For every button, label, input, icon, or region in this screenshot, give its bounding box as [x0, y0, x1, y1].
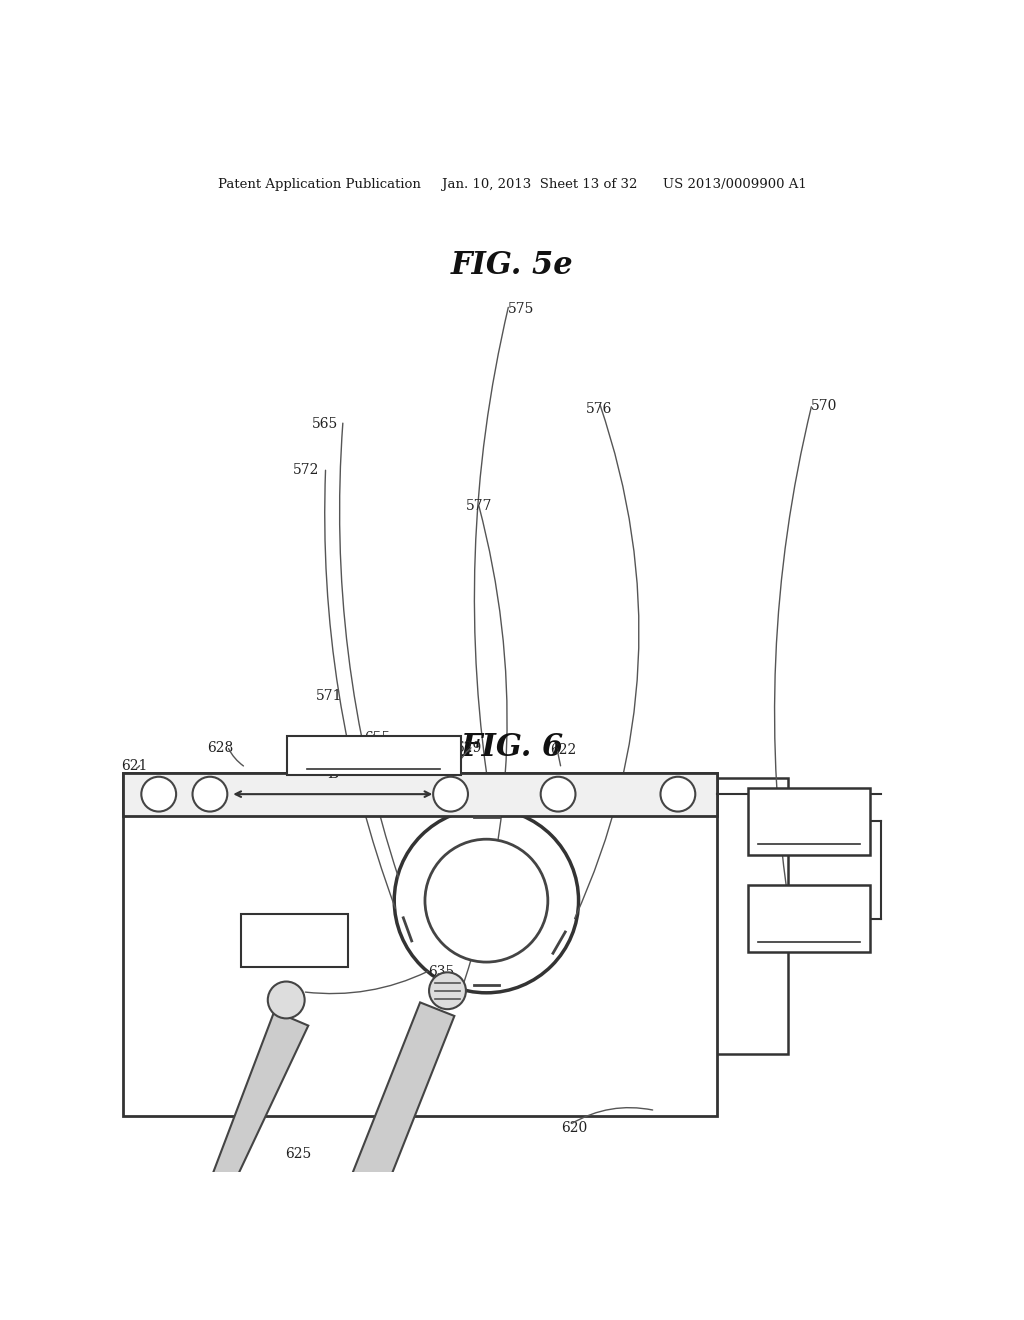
- Text: FIG. 6: FIG. 6: [461, 731, 563, 763]
- Text: 575: 575: [508, 302, 535, 315]
- Text: 577: 577: [466, 499, 493, 513]
- Text: 620: 620: [561, 1121, 588, 1135]
- Circle shape: [267, 982, 305, 1019]
- Text: FIG. 5e: FIG. 5e: [451, 251, 573, 281]
- Text: 645: 645: [794, 909, 824, 927]
- Text: 622: 622: [550, 743, 577, 758]
- Text: 628: 628: [207, 741, 233, 755]
- Text: 625: 625: [285, 1147, 311, 1160]
- Text: 629: 629: [455, 741, 481, 755]
- Text: 621: 621: [121, 759, 147, 774]
- Bar: [123, 772, 717, 816]
- Circle shape: [141, 776, 176, 812]
- Text: Patent Application Publication     Jan. 10, 2013  Sheet 13 of 32      US 2013/00: Patent Application Publication Jan. 10, …: [218, 178, 806, 191]
- Text: 565: 565: [312, 417, 339, 432]
- Circle shape: [433, 776, 468, 812]
- Bar: [123, 772, 717, 1115]
- Bar: [276, 777, 788, 1055]
- Bar: [241, 913, 348, 968]
- Text: 655: 655: [364, 731, 390, 744]
- Bar: [287, 735, 461, 775]
- Polygon shape: [338, 1002, 455, 1222]
- Circle shape: [541, 776, 575, 812]
- Bar: [748, 886, 870, 952]
- Text: 655: 655: [359, 748, 388, 762]
- Text: 572: 572: [293, 462, 319, 477]
- Circle shape: [394, 808, 579, 993]
- Circle shape: [660, 776, 695, 812]
- Text: 570: 570: [811, 399, 838, 413]
- Text: HEAT: HEAT: [270, 933, 318, 948]
- Polygon shape: [190, 1011, 308, 1239]
- Circle shape: [429, 973, 466, 1010]
- Circle shape: [425, 840, 548, 962]
- Text: 571: 571: [315, 689, 342, 702]
- Text: B: B: [328, 767, 338, 780]
- Circle shape: [193, 776, 227, 812]
- Bar: [748, 788, 870, 854]
- Text: 635: 635: [428, 965, 455, 979]
- Text: 576: 576: [586, 403, 612, 416]
- Text: 640: 640: [793, 813, 825, 830]
